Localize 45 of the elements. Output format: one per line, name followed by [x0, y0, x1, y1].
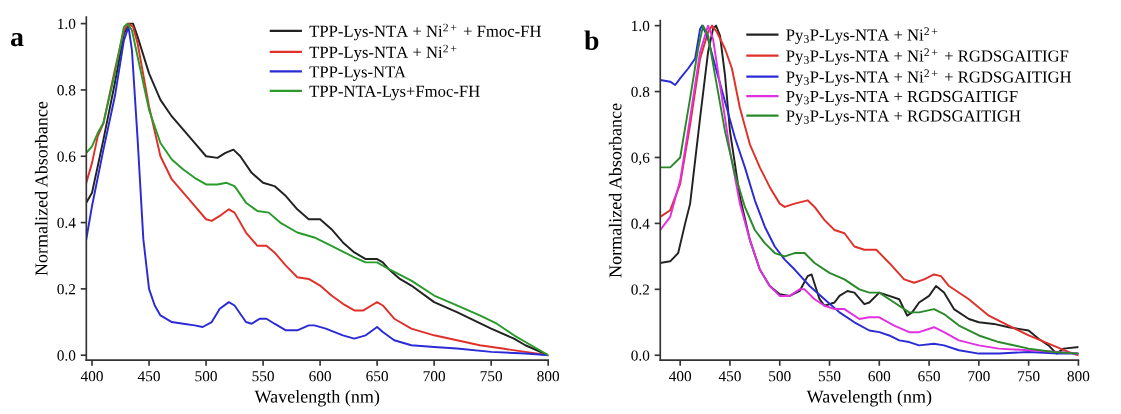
x-tick-label: 500 [195, 371, 217, 382]
x-tick-label: 800 [537, 371, 560, 382]
x-tick-label: 750 [480, 371, 503, 382]
x-tick-label: 700 [968, 371, 990, 382]
x-tick-label: 800 [1067, 371, 1090, 382]
y-tick-label: 0.8 [57, 85, 76, 96]
x-tick-label: 550 [252, 371, 274, 382]
y-tick-label: 0.2 [631, 284, 650, 295]
legend-label: TPP-Lys-NTA [309, 66, 406, 81]
x-tick-label: 650 [918, 371, 940, 382]
text: b [584, 30, 599, 50]
y-tick-label: 0.2 [57, 284, 76, 295]
y-tick-label: 0.8 [631, 86, 650, 98]
x-tick-label: 450 [718, 371, 741, 382]
legend-label: TPP-NTA-Lys+Fmoc-FH [309, 85, 480, 101]
y-tick-label: 0,6 [631, 152, 650, 166]
x-tick-label: 750 [1018, 371, 1040, 382]
x-tick-label: 400 [669, 371, 692, 382]
legend-label: TPP-Lys-NTA + Ni$^{2+}$ [309, 44, 457, 62]
legend-label: Py$_{3}$P-Lys-NTA + RGDSGAITIGH [786, 110, 1021, 125]
x-tick-label: 650 [366, 371, 388, 382]
x-axis-title: Wavelength (nm) [254, 390, 380, 407]
y-tick-label: 1.0 [58, 18, 76, 30]
x-tick-label: 400 [80, 371, 103, 382]
text: a [10, 32, 24, 47]
x-tick-label: 450 [137, 371, 160, 382]
y-axis-title: Normalized Absorbance [34, 101, 48, 276]
x-tick-label: 600 [309, 371, 331, 382]
legend-label: TPP-Lys-NTA + Ni$^{2+}$ + Fmoc-FH [309, 23, 541, 41]
legend-label: Py$_{3}$P-Lys-NTA + RGDSGAITIGF [786, 90, 1018, 106]
x-axis-title: Wavelength (nm) [806, 390, 932, 407]
x-tick-label: 600 [868, 371, 891, 382]
x-tick-label: 500 [769, 371, 791, 382]
x-tick-label: 700 [423, 371, 446, 382]
legend-label: Py$_{3}$P-Lys-NTA + Ni$^{2+}$ + RGDSGAITIGF [786, 48, 1069, 66]
y-tick-label: 1.0 [632, 20, 650, 32]
y-tick-label: 0.0 [57, 350, 76, 361]
y-tick-label: 0.4 [631, 218, 650, 229]
legend-label: Py$_{3}$P-Lys-NTA + Ni$^{2+}$ [786, 27, 938, 45]
y-axis-title: Normalized Absorbance [608, 103, 622, 278]
y-tick-label: 0.4 [57, 217, 76, 229]
legend-label: Py$_{3}$P-Lys-NTA + Ni$^{2+}$ + RGDSGAITIGH [786, 69, 1072, 87]
y-tick-label: 0.0 [631, 350, 650, 361]
y-tick-label: 0.6 [57, 151, 76, 162]
x-tick-label: 550 [818, 371, 841, 382]
